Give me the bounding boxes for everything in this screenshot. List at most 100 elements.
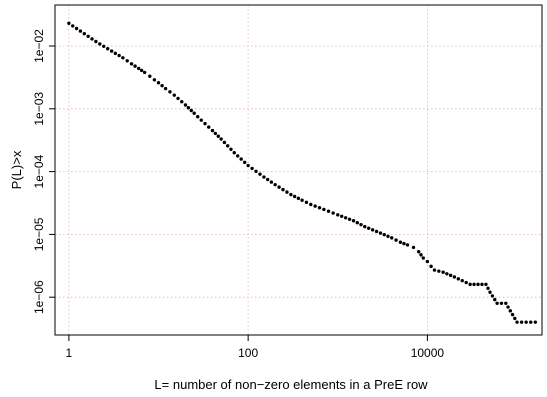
data-point xyxy=(417,250,421,254)
data-point xyxy=(486,286,490,290)
data-point xyxy=(493,297,497,302)
y-axis-title: P(L)>x xyxy=(9,150,24,189)
data-point xyxy=(250,166,254,171)
data-point xyxy=(232,151,236,155)
data-point xyxy=(172,93,176,97)
data-point xyxy=(226,144,230,148)
x-axis: 1 100 10000 xyxy=(66,335,445,360)
data-point xyxy=(285,190,289,194)
data-point xyxy=(370,228,375,232)
x-tick-label: 10000 xyxy=(411,346,445,360)
data-point xyxy=(129,62,134,66)
data-point xyxy=(508,309,512,313)
data-point xyxy=(382,232,386,237)
data-point xyxy=(499,301,504,305)
data-point xyxy=(405,243,410,247)
data-point xyxy=(160,83,164,88)
data-point xyxy=(351,219,356,223)
data-point xyxy=(106,47,110,51)
data-point xyxy=(513,316,517,321)
data-point xyxy=(363,224,367,229)
plot-frame xyxy=(54,4,543,336)
data-point xyxy=(71,24,75,28)
data-point xyxy=(183,103,188,107)
data-point xyxy=(281,187,285,192)
data-point xyxy=(121,56,125,60)
data-point xyxy=(432,268,437,272)
data-point xyxy=(139,68,144,73)
y-axis: 1e−02 1e−03 1e−04 1e−05 1e−06 xyxy=(32,29,55,314)
data-point xyxy=(398,240,403,244)
data-point xyxy=(490,294,495,298)
data-point xyxy=(192,111,196,115)
data-point xyxy=(402,241,406,246)
data-point xyxy=(229,147,233,151)
data-point xyxy=(495,301,499,305)
data-point xyxy=(242,160,247,165)
data-point xyxy=(386,234,390,238)
data-point xyxy=(210,128,215,133)
data-point xyxy=(452,275,457,279)
data-point xyxy=(269,180,274,184)
data-point xyxy=(456,277,461,281)
data-point xyxy=(343,216,348,220)
data-point xyxy=(156,81,161,85)
data-point xyxy=(437,269,441,273)
data-point xyxy=(67,21,71,26)
data-point xyxy=(488,290,492,294)
data-point xyxy=(445,272,449,276)
data-point xyxy=(359,222,363,227)
data-point xyxy=(117,53,121,58)
data-point xyxy=(336,213,340,217)
data-point xyxy=(460,278,464,283)
data-point xyxy=(390,236,394,240)
data-point xyxy=(326,209,331,213)
data-point xyxy=(309,202,313,207)
data-point xyxy=(378,231,383,235)
data-point xyxy=(94,39,98,44)
data-point xyxy=(236,154,240,158)
y-tick-label: 1e−06 xyxy=(32,280,46,314)
data-point xyxy=(216,134,220,138)
data-point xyxy=(322,207,326,212)
data-point xyxy=(504,301,508,305)
data-point xyxy=(219,137,223,141)
data-point xyxy=(142,70,147,75)
data-point xyxy=(262,175,266,179)
data-point xyxy=(292,194,297,199)
data-point xyxy=(246,163,250,168)
data-point xyxy=(109,49,114,53)
data-point xyxy=(484,282,488,287)
data-point xyxy=(524,320,528,324)
y-tick-label: 1e−03 xyxy=(32,92,46,126)
data-point xyxy=(239,157,243,161)
data-point xyxy=(163,86,168,91)
data-point xyxy=(90,37,94,41)
data-point xyxy=(125,59,129,63)
data-point xyxy=(148,74,152,78)
y-tick-label: 1e−05 xyxy=(32,217,46,251)
grid-layer xyxy=(55,5,542,335)
data-point xyxy=(411,245,416,250)
data-point xyxy=(510,312,515,317)
y-tick-label: 1e−02 xyxy=(32,29,46,63)
data-point xyxy=(86,34,90,39)
data-point xyxy=(289,192,293,197)
data-point xyxy=(419,253,423,257)
data-point xyxy=(273,182,277,187)
data-point xyxy=(529,320,533,324)
data-point xyxy=(222,140,227,145)
data-point xyxy=(355,221,359,225)
data-point xyxy=(74,26,79,31)
data-point xyxy=(448,273,453,278)
data-point xyxy=(519,320,524,324)
data-point xyxy=(133,64,137,68)
data-point xyxy=(421,256,425,260)
data-points xyxy=(67,21,538,324)
data-point xyxy=(189,108,193,113)
data-point xyxy=(506,305,510,309)
data-point xyxy=(196,114,200,119)
data-point xyxy=(472,282,476,287)
x-tick-label: 100 xyxy=(238,346,258,360)
